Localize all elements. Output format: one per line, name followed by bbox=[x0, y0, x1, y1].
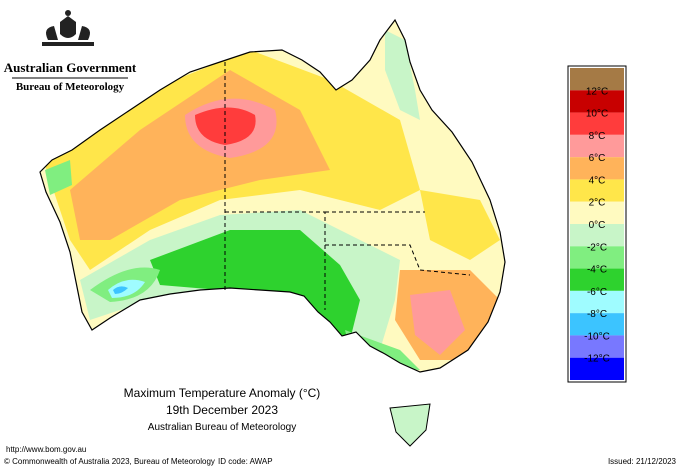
map-date: 19th December 2023 bbox=[166, 403, 278, 417]
legend-label: -6°C bbox=[587, 287, 607, 298]
legend-swatch bbox=[570, 157, 624, 180]
legend-label: 8°C bbox=[589, 131, 606, 142]
footer-copyright: © Commonwealth of Australia 2023, Bureau… bbox=[4, 457, 215, 466]
state-borders bbox=[224, 62, 471, 310]
legend-label: 6°C bbox=[589, 153, 606, 164]
footer-url: http://www.bom.gov.au bbox=[6, 445, 86, 454]
legend-swatch bbox=[570, 335, 624, 358]
legend-swatch bbox=[570, 357, 624, 380]
legend-swatch bbox=[570, 290, 624, 314]
legend-label: -10°C bbox=[584, 331, 610, 342]
coastline bbox=[39, 18, 506, 373]
legend-swatch bbox=[570, 246, 624, 269]
legend-label: -2°C bbox=[587, 242, 607, 253]
legend-label: 0°C bbox=[589, 220, 606, 231]
footer-id: ID code: AWAP bbox=[218, 457, 273, 466]
legend-swatch bbox=[570, 201, 624, 224]
bureau-name: Bureau of Meteorology bbox=[16, 81, 125, 93]
legend: 12°C 10°C 8°C 6°C 4°C 2°C 0°C -2°C -4°C -6°C -8°C -… bbox=[567, 65, 627, 383]
map-title: Maximum Temperature Anomaly (°C) bbox=[124, 386, 321, 400]
map-source: Australian Bureau of Meteorology bbox=[148, 422, 296, 433]
legend-swatch bbox=[570, 179, 624, 202]
legend-swatch bbox=[570, 112, 624, 135]
legend-label: 2°C bbox=[589, 198, 606, 209]
legend-label: -4°C bbox=[587, 265, 607, 276]
legend-swatch bbox=[570, 134, 624, 158]
legend-swatch bbox=[570, 68, 624, 91]
legend-label: 12°C bbox=[586, 86, 608, 97]
legend-label: 10°C bbox=[586, 109, 608, 120]
footer-issued: Issued: 21/12/2023 bbox=[608, 457, 677, 466]
legend-swatch bbox=[570, 90, 624, 113]
legend-swatch bbox=[570, 313, 624, 336]
legend-label: -8°C bbox=[587, 309, 607, 320]
legend-swatch bbox=[570, 268, 624, 291]
coat-of-arms bbox=[42, 10, 94, 46]
tasmania bbox=[389, 403, 431, 447]
legend-label: -12°C bbox=[584, 354, 610, 365]
gov-name: Australian Government bbox=[4, 60, 137, 75]
legend-swatch bbox=[570, 224, 624, 247]
legend-label: 4°C bbox=[589, 175, 606, 186]
